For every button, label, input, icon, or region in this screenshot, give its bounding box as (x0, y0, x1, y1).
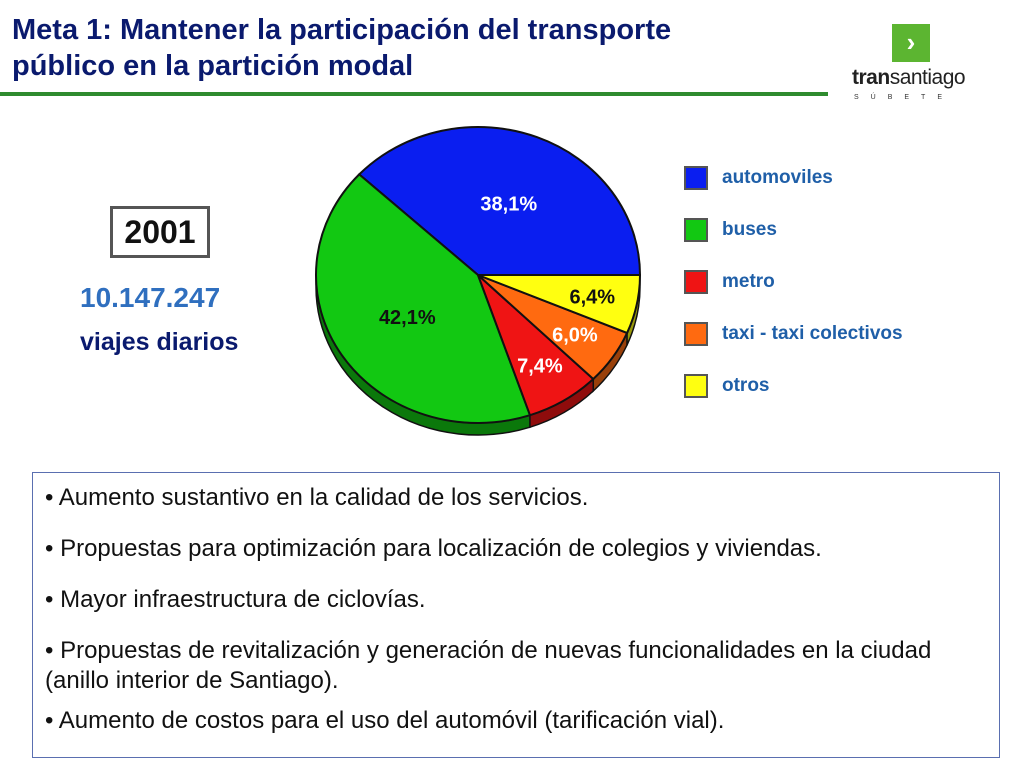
legend-item-metro: metro (684, 270, 984, 296)
legend-item-buses: buses (684, 218, 984, 244)
legend-item-otros: otros (684, 374, 984, 400)
title-line-1: Meta 1: Mantener la participación del tr… (12, 14, 672, 46)
transantiago-logo: › transantiago SÚBETE (848, 22, 978, 102)
chevron-right-icon: › (892, 24, 930, 62)
title-line-2: público en la partición modal (12, 50, 414, 82)
legend-label: buses (722, 219, 777, 240)
legend-swatch (684, 166, 708, 190)
legend-swatch (684, 322, 708, 346)
pie-label-metro: 7,4% (517, 355, 563, 377)
legend-swatch (684, 218, 708, 242)
daily-trips-label: viajes diarios (80, 328, 239, 356)
logo-tagline: SÚBETE (854, 94, 955, 101)
legend-swatch (684, 270, 708, 294)
bullet-item: • Aumento sustantivo en la calidad de lo… (45, 484, 589, 511)
pie-label-otros: 6,4% (569, 286, 615, 308)
modal-split-pie-chart: 38,1% 42,1% 7,4% 6,0% 6,4% (315, 126, 642, 436)
legend-label: taxi - taxi colectivos (722, 323, 903, 344)
legend-swatch (684, 374, 708, 398)
pie-slice-buses (315, 173, 532, 424)
goals-bullet-list: • Aumento sustantivo en la calidad de lo… (32, 472, 1000, 758)
logo-word-bold: tran (852, 66, 890, 89)
pie-label-taxi: 6,0% (552, 324, 598, 346)
bullet-item: • Propuestas para optimización para loca… (45, 535, 822, 562)
title-divider (0, 92, 828, 96)
bullet-item: • Aumento de costos para el uso del auto… (45, 707, 725, 734)
pie-label-automoviles: 38,1% (480, 193, 537, 215)
year-badge: 2001 (110, 206, 210, 258)
logo-word-rest: santiago (889, 66, 966, 89)
bullet-item: • Mayor infraestructura de ciclovías. (45, 586, 426, 613)
bullet-item: • Propuestas de revitalización y generac… (45, 637, 932, 694)
pie-label-buses: 42,1% (379, 307, 436, 329)
legend-item-taxi: taxi - taxi colectivos (684, 322, 984, 348)
daily-trips-value: 10.147.247 (80, 282, 221, 313)
pie-slice-otros (477, 274, 642, 335)
pie-slice-automoviles (357, 126, 642, 276)
legend-label: metro (722, 271, 775, 292)
page-title: Meta 1: Mantener la participación del tr… (12, 12, 812, 84)
logo-wordmark: transantiago (852, 66, 966, 90)
chart-legend: automoviles buses metro taxi - taxi colecti… (684, 166, 984, 426)
legend-label: automoviles (722, 167, 833, 188)
legend-item-automoviles: automoviles (684, 166, 984, 192)
legend-label: otros (722, 375, 770, 396)
